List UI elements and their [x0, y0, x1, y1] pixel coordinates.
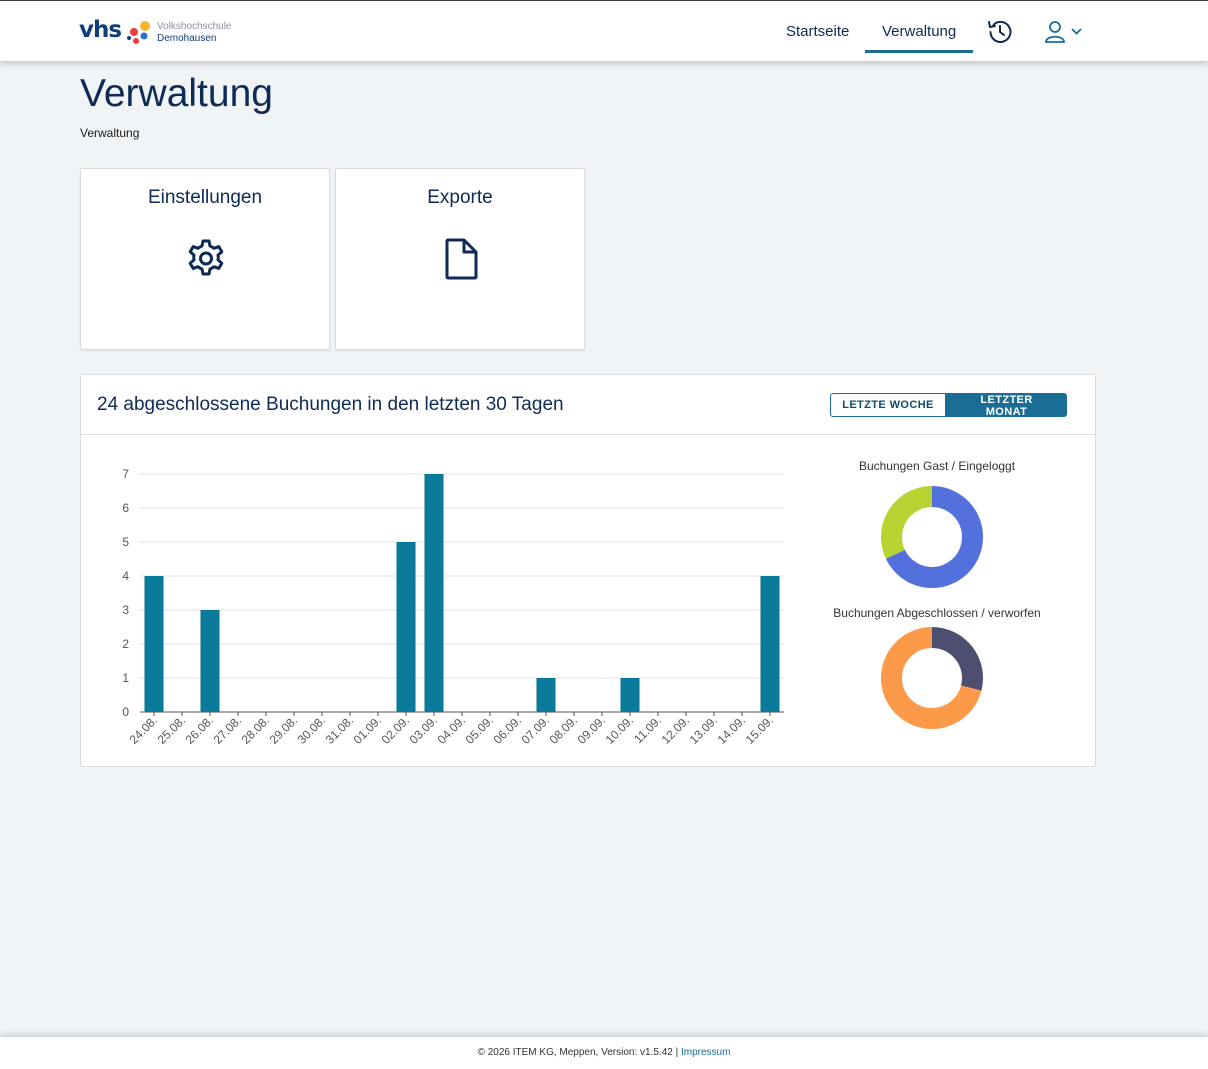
donut-title-guest-loggedin: Buchungen Gast / Eingeloggt [858, 459, 1016, 473]
x-tick-label: 08.09. [547, 713, 580, 746]
x-tick-label: 14.09. [715, 713, 748, 746]
x-tick-label: 30.08. [295, 713, 328, 746]
y-tick-label: 0 [122, 705, 129, 719]
user-icon[interactable] [1044, 20, 1066, 44]
x-tick-label: 04.09. [435, 713, 468, 746]
bar [396, 542, 416, 712]
y-tick-label: 1 [122, 671, 129, 685]
stats-header: 24 abgeschlossene Buchungen in den letzt… [81, 375, 1095, 435]
x-tick-label: 13.09. [687, 713, 720, 746]
x-tick-label: 28.08. [239, 713, 272, 746]
tile-einstellungen[interactable]: Einstellungen [80, 168, 330, 350]
breadcrumb[interactable]: Verwaltung [80, 126, 140, 140]
stats-title: 24 abgeschlossene Buchungen in den letzt… [97, 394, 564, 415]
y-tick-label: 6 [122, 501, 129, 515]
bar [620, 678, 640, 712]
donut-slice-gast [881, 486, 932, 559]
page-title: Verwaltung [80, 72, 273, 115]
tile-label: Exporte [427, 187, 493, 208]
x-tick-label: 31.08. [323, 713, 356, 746]
x-tick-label: 06.09. [491, 713, 524, 746]
x-tick-label: 02.09. [379, 713, 412, 746]
x-tick-label: 03.09. [407, 713, 440, 746]
bar [536, 678, 556, 712]
bar [144, 576, 164, 712]
gear-icon [188, 239, 224, 276]
logo-dots-icon [127, 21, 150, 44]
x-tick-label: 27.08. [211, 713, 244, 746]
x-tick-label: 26.08. [183, 713, 216, 746]
donut-slice-eingeloggt [885, 486, 983, 588]
y-tick-label: 5 [122, 535, 129, 549]
period-toggle: LETZTE WOCHE LETZTER MONAT [830, 393, 1067, 418]
logo-text: vhs [79, 17, 122, 43]
last-week-button[interactable]: LETZTE WOCHE [830, 393, 946, 417]
donut-title-completed-discarded: Buchungen Abgeschlossen / verworfen [833, 606, 1041, 620]
bookings-statistics-card: 24 abgeschlossene Buchungen in den letzt… [80, 374, 1096, 767]
nav-verwaltung[interactable]: Verwaltung [882, 23, 957, 40]
footer-copyright: © 2026 ITEM KG, Meppen, Version: v1.5.42… [477, 1047, 679, 1058]
x-tick-label: 01.09. [351, 713, 384, 746]
donut-slice-abgeschlossen [881, 627, 982, 729]
nav-startseite[interactable]: Startseite [786, 23, 850, 40]
tile-label: Einstellungen [147, 187, 263, 208]
tile-exporte[interactable]: Exporte [335, 168, 585, 350]
bar [760, 576, 780, 712]
y-tick-label: 2 [122, 637, 129, 651]
x-tick-label: 09.09. [575, 713, 608, 746]
top-navigation-bar: vhs Volkshochschule Demohausen Startseit… [0, 0, 1208, 61]
y-tick-label: 4 [122, 569, 129, 583]
chevron-down-icon[interactable] [1070, 26, 1083, 36]
impressum-link[interactable]: Impressum [680, 1047, 731, 1058]
bookings-bar-chart: 0 1 2 3 4 5 6 7 24.08.25.08.26.08.27.08.28.08.29… [122, 467, 784, 747]
last-month-button[interactable]: LETZTER MONAT [946, 393, 1067, 418]
active-nav-indicator [865, 50, 973, 53]
x-tick-label: 25.08. [155, 713, 188, 746]
x-tick-label: 07.09. [519, 713, 552, 746]
x-tick-label: 29.08. [267, 713, 300, 746]
bar [200, 610, 220, 712]
file-icon [445, 238, 478, 280]
x-tick-label: 05.09. [463, 713, 496, 746]
donut-slice-verworfen [932, 627, 983, 691]
logo-location: Demohausen [157, 33, 217, 44]
bar [424, 474, 444, 712]
donut-chart-guest-loggedin [881, 486, 983, 588]
y-tick-label: 7 [122, 467, 129, 481]
logo-subtitle: Volkshochschule [157, 21, 232, 32]
footer: © 2026 ITEM KG, Meppen, Version: v1.5.42… [0, 1037, 1208, 1069]
x-tick-label: 15.09. [743, 713, 776, 746]
x-tick-label: 10.09. [603, 713, 636, 746]
y-tick-label: 3 [122, 603, 129, 617]
x-tick-label: 24.08. [127, 713, 160, 746]
x-tick-label: 12.09. [659, 713, 692, 746]
x-tick-label: 11.09. [631, 713, 664, 746]
history-icon[interactable] [986, 18, 1014, 46]
donut-chart-completed-discarded [881, 627, 983, 729]
